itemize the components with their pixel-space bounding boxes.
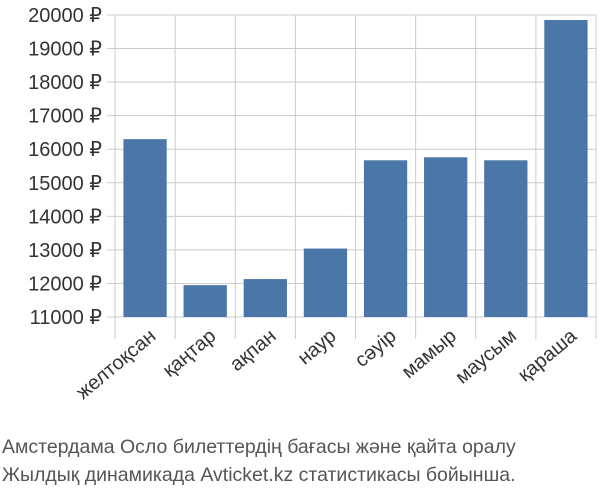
y-tick-label: 11000 ₽ (30, 307, 103, 329)
x-tick-label: наур (294, 325, 341, 369)
bar (484, 160, 528, 317)
bar (544, 20, 588, 318)
bar (183, 285, 227, 317)
bar (363, 160, 408, 317)
x-tick-label: маусым (451, 325, 521, 388)
bar (123, 139, 167, 317)
x-tick-label: қараша (514, 324, 582, 386)
y-tick-label: 20000 ₽ (28, 5, 102, 27)
bar-chart: 11000 ₽ 12000 ₽ 13000 ₽ 14000 ₽ 15000 ₽ 16000… (28, 5, 597, 404)
bar (424, 157, 468, 317)
chart-caption-line-2: Жылдық динамикада Avticket.kz статистика… (2, 464, 516, 486)
x-tick-label: қаңтар (159, 325, 221, 382)
y-tick-label: 17000 ₽ (28, 106, 102, 128)
y-tick-label: 19000 ₽ (28, 39, 102, 61)
y-tick-label: 18000 ₽ (28, 72, 102, 94)
y-tick-label: 16000 ₽ (28, 139, 102, 161)
chart-caption-line-1: Амстердама Осло билеттердің бағасы және … (2, 436, 516, 458)
x-tick-label: ақпан (226, 325, 281, 376)
y-tick-label: 13000 ₽ (28, 240, 102, 262)
y-tick-label: 14000 ₽ (28, 206, 102, 228)
y-tick-label: 12000 ₽ (28, 273, 102, 295)
x-tick-label: мамыр (398, 325, 461, 383)
y-tick-label: 15000 ₽ (28, 173, 102, 195)
bar (243, 279, 287, 317)
bar (303, 248, 348, 317)
x-tick-label: сәуір (351, 325, 401, 372)
x-tick-label: желтоқсан (72, 325, 160, 404)
